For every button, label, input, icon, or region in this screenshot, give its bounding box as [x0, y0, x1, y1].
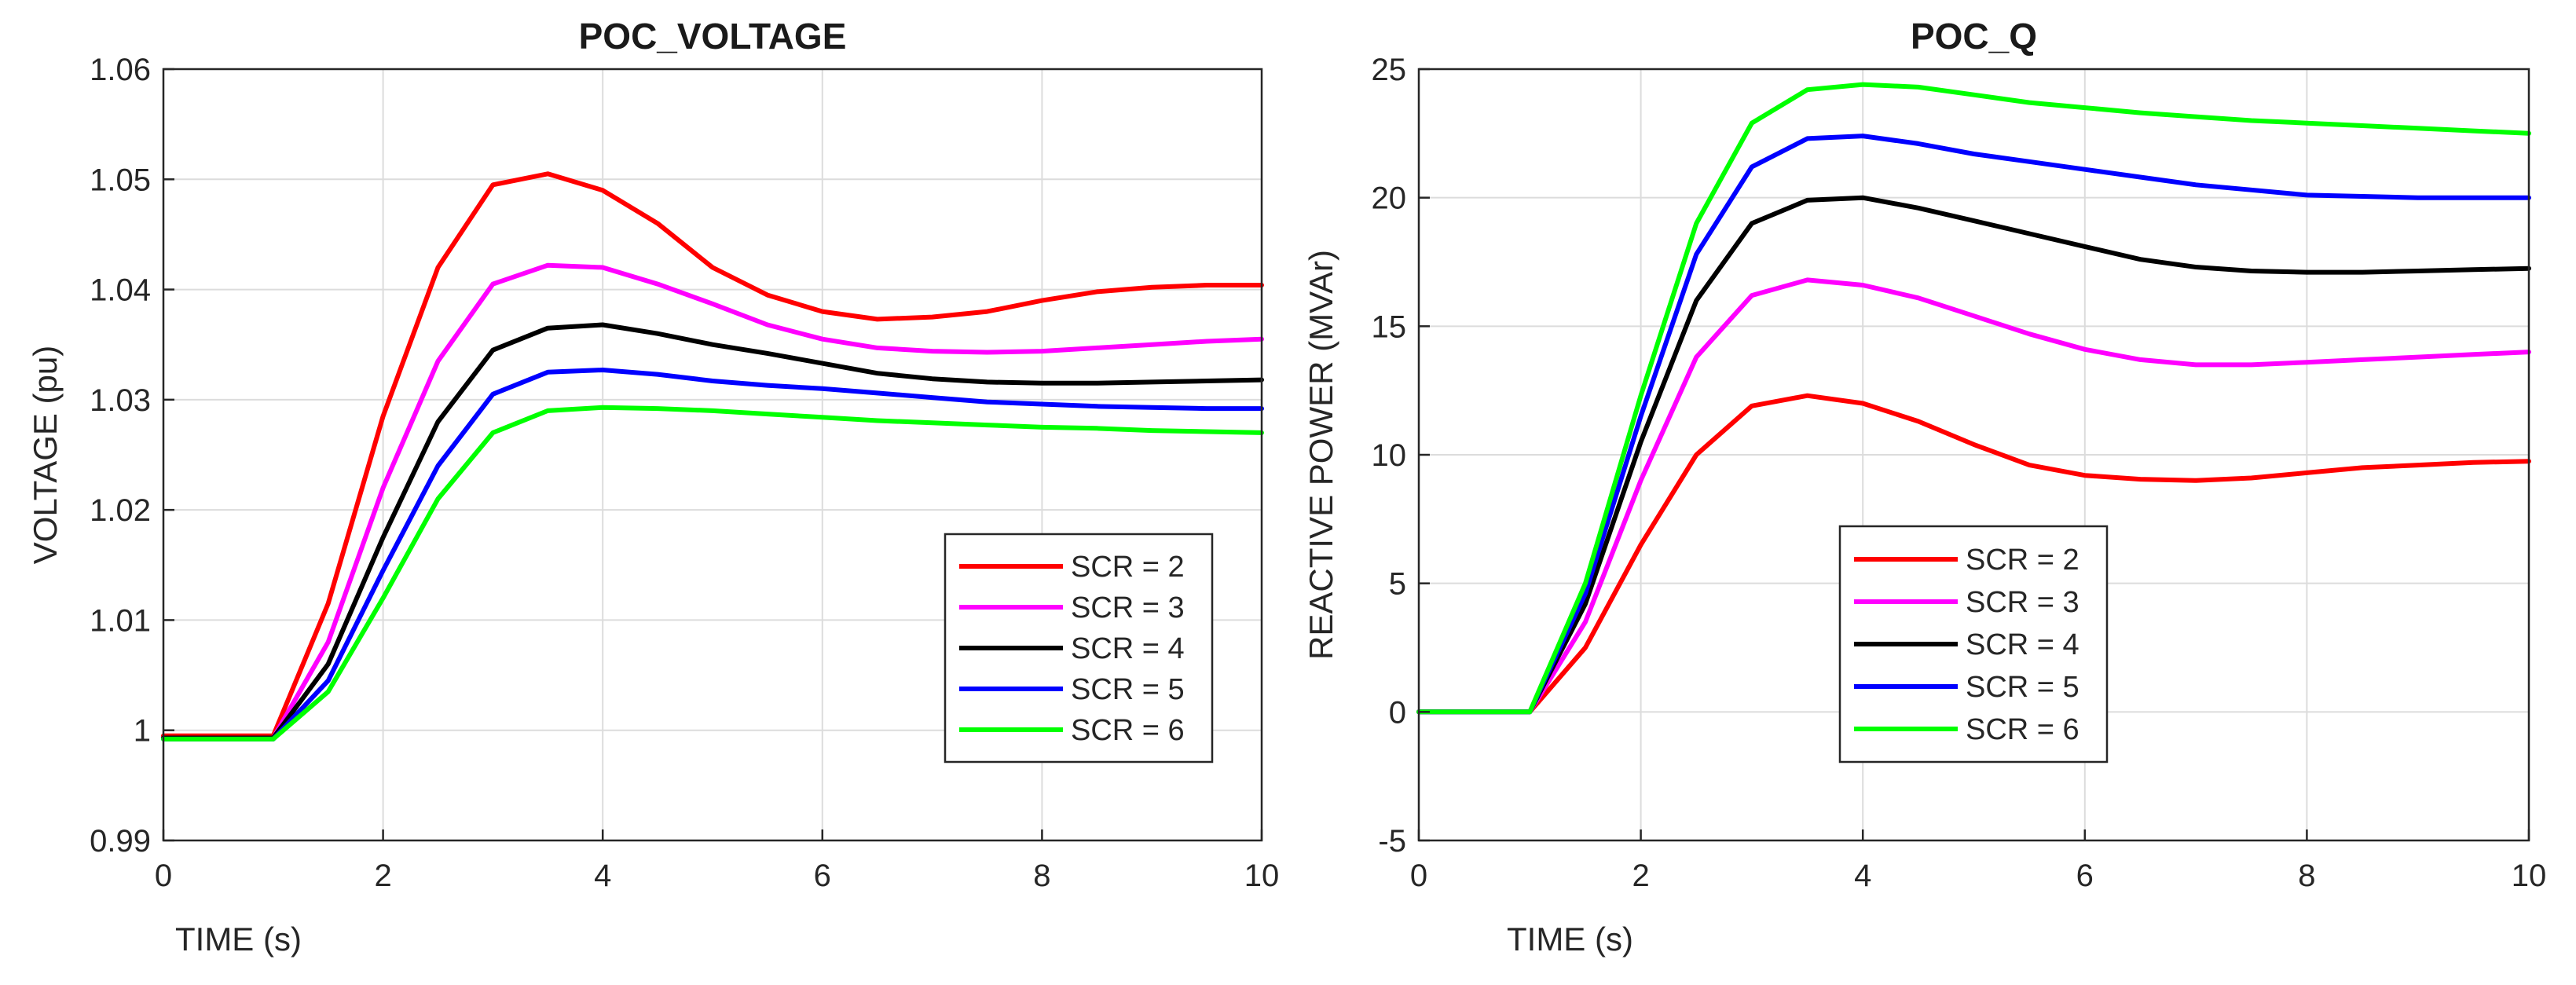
legend-label: SCR = 4	[1071, 632, 1185, 665]
x-tick-label: 10	[1244, 859, 1280, 893]
series-line-scr-2	[161, 171, 1264, 738]
x-tick-label: 4	[1854, 859, 1871, 893]
x-tick-label: 0	[1410, 859, 1427, 893]
y-tick-label: 1.01	[90, 603, 151, 638]
series-line-scr-2	[1416, 393, 2531, 715]
x-tick-label: 6	[2076, 859, 2094, 893]
x-tick-label: 10	[2512, 859, 2547, 893]
series-line-scr-3	[1416, 277, 2531, 715]
series-line-scr-5	[161, 368, 1264, 741]
legend: SCR = 2 SCR = 3 SCR = 4 SCR = 5 SCR = 6	[1838, 525, 2109, 763]
y-tick-label: 1.03	[90, 383, 151, 418]
chart-title: POC_Q	[1911, 16, 2037, 57]
y-tick-label: 20	[1372, 181, 1407, 216]
y-tick-label: -5	[1378, 824, 1406, 859]
y-tick-label: 25	[1372, 53, 1407, 87]
y-tick-label: 1.05	[90, 163, 151, 197]
legend-label: SCR = 2	[1071, 551, 1185, 584]
series-line-scr-3	[161, 262, 1264, 741]
y-axis-label: VOLTAGE (pu)	[27, 346, 64, 565]
series-line-scr-5	[1416, 134, 2531, 715]
x-tick-label: 8	[2298, 859, 2315, 893]
x-tick-label: 6	[814, 859, 831, 893]
legend-label: SCR = 6	[1966, 713, 2079, 746]
x-tick-label: 2	[1632, 859, 1649, 893]
legend: SCR = 2 SCR = 3 SCR = 4 SCR = 5 SCR = 6	[944, 533, 1214, 763]
y-tick-label: 1	[134, 714, 151, 749]
y-axis-label: REACTIVE POWER (MVAr)	[1303, 250, 1339, 660]
legend-label: SCR = 2	[1966, 544, 2079, 577]
legend-label: SCR = 4	[1966, 628, 2079, 661]
x-axis-label: TIME (s)	[1507, 921, 1633, 958]
chart-poc-voltage: 0 2 4 6 8 10 0.99 1 1.01 1.02 1.03 1.04 1.05 1.06 POC_…	[27, 16, 1279, 958]
y-tick-label: 0.99	[90, 824, 151, 859]
axes-frame	[162, 68, 1263, 842]
series-line-scr-4	[161, 322, 1264, 741]
series-line-scr-6	[161, 405, 1264, 741]
x-tick-label: 2	[374, 859, 391, 893]
legend-label: SCR = 5	[1966, 671, 2079, 704]
y-tick-label: 1.06	[90, 53, 151, 87]
legend-label: SCR = 3	[1071, 591, 1185, 624]
x-tick-label: 0	[155, 859, 172, 893]
chart-title: POC_VOLTAGE	[579, 16, 847, 57]
y-tick-label: 1.02	[90, 493, 151, 528]
series-line-scr-6	[1416, 82, 2531, 715]
y-tick-label: 5	[1389, 567, 1406, 602]
series-line-scr-4	[1416, 195, 2531, 715]
y-tick-label: 10	[1372, 438, 1407, 473]
x-tick-label: 8	[1033, 859, 1050, 893]
legend-label: SCR = 6	[1071, 714, 1185, 747]
y-tick-label: 1.04	[90, 273, 151, 308]
x-tick-label: 4	[594, 859, 611, 893]
x-axis-label: TIME (s)	[175, 921, 302, 958]
y-tick-label: 15	[1372, 309, 1407, 344]
legend-label: SCR = 3	[1966, 586, 2079, 619]
legend-label: SCR = 5	[1071, 673, 1185, 706]
y-tick-label: 0	[1389, 695, 1406, 730]
